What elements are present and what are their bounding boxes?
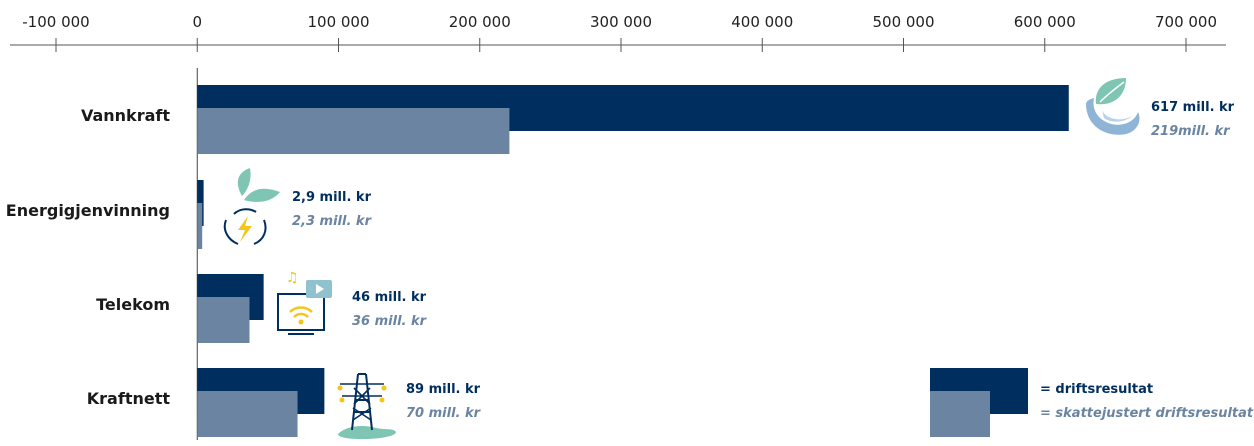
insulator: [337, 385, 343, 391]
bar-skattejustert: [197, 203, 203, 249]
tick-label: 300 000: [590, 13, 652, 31]
insulator: [379, 397, 385, 403]
insulator: [339, 397, 345, 403]
arrow-arc-top: [233, 208, 257, 215]
tick-label: 500 000: [872, 13, 934, 31]
tv-screen: [277, 293, 325, 331]
play-triangle: [316, 284, 324, 294]
icons: ♫: [223, 78, 1140, 440]
pylon-arms: [340, 383, 384, 421]
tick-label: 400 000: [731, 13, 793, 31]
tick-label: 200 000: [449, 13, 511, 31]
wifi-arc-1: [289, 306, 313, 313]
category-label: Energigjenvinning: [6, 201, 170, 220]
water-wave: [1086, 98, 1140, 135]
value-label-skattejustert: 2,3 mill. kr: [292, 214, 373, 229]
legend-label-skattejustert: = skattejustert driftsresultat: [1040, 406, 1254, 421]
wifi-arc-2: [293, 312, 309, 318]
bars: Vannkraft Energigjenvinning Telekom Kraftne…: [6, 85, 1235, 437]
leaf-vein: [1099, 81, 1125, 103]
bar-skattejustert: [197, 108, 510, 154]
value-label-skattejustert: 219mill. kr: [1151, 124, 1231, 139]
tick-label: -100 000: [22, 13, 89, 31]
music-note-icon: ♫: [286, 270, 299, 286]
ground-hill: [338, 426, 396, 440]
value-label-driftsresultat: 2,9 mill. kr: [292, 190, 372, 205]
water-leaf-icon: [1086, 78, 1140, 135]
arrow-arc-left: [223, 219, 239, 245]
wifi-dot: [298, 319, 304, 325]
leaf-right: [244, 188, 280, 202]
tv-wifi-icon: ♫: [277, 270, 332, 335]
legend: = driftsresultat = skattejustert driftsre…: [930, 368, 1254, 437]
lightning-bolt: [238, 216, 252, 242]
value-label-skattejustert: 70 mill. kr: [406, 406, 482, 421]
category-label: Kraftnett: [87, 389, 171, 408]
insulator: [381, 385, 387, 391]
water-wave-light: [1102, 110, 1132, 122]
recycle-energy-icon: [223, 168, 280, 245]
tick-label: 100 000: [307, 13, 369, 31]
value-label-driftsresultat: 617 mill. kr: [1151, 100, 1235, 115]
value-label-driftsresultat: 46 mill. kr: [352, 290, 427, 305]
tick-label: 600 000: [1014, 13, 1076, 31]
bar-skattejustert: [197, 297, 250, 343]
leaf: [1095, 78, 1126, 105]
tick-label: 0: [192, 13, 202, 31]
arrow-arc-right: [253, 219, 267, 245]
x-axis: -100 000 0 100 000 200 000 300 000 400 000 500…: [10, 13, 1226, 440]
legend-label-driftsresultat: = driftsresultat: [1040, 382, 1153, 397]
category-label: Telekom: [96, 295, 170, 314]
category-label: Vannkraft: [81, 106, 170, 125]
legend-swatch-skattejustert: [930, 391, 990, 437]
tick-label: 700 000: [1155, 13, 1217, 31]
value-label-skattejustert: 36 mill. kr: [352, 314, 428, 329]
power-pylon-icon: [337, 373, 396, 440]
leaf-left: [237, 168, 251, 196]
bar-skattejustert: [197, 391, 298, 437]
value-label-driftsresultat: 89 mill. kr: [406, 382, 481, 397]
